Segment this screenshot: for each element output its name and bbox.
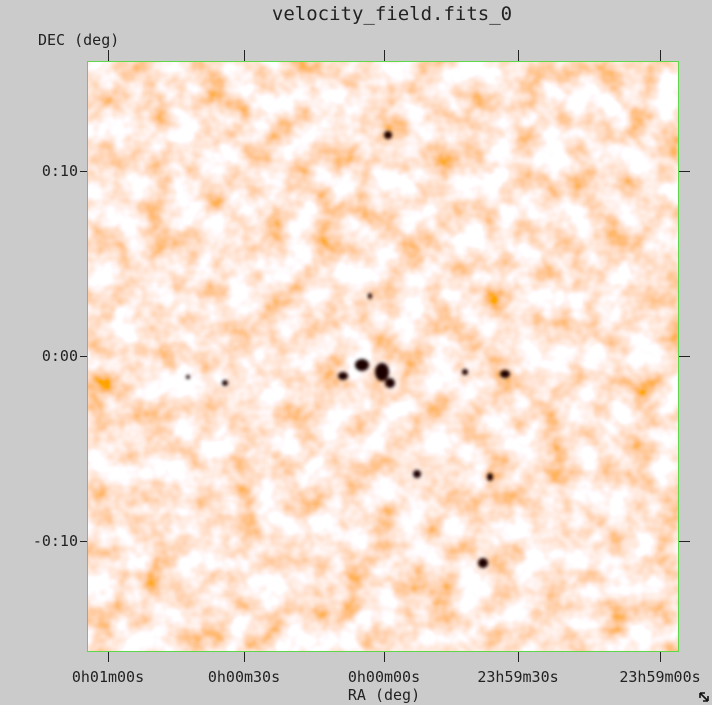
y-axis-label: DEC (deg) [38,31,119,49]
x-tick-label: 23h59m30s [477,668,558,686]
y-tick-label: -0:10 [33,532,78,550]
x-axis-label: RA (deg) [348,686,420,704]
x-tick-label: 0h00m30s [208,668,280,686]
y-tick-label: 0:10 [42,162,78,180]
resize-handle[interactable] [697,690,711,704]
y-tick-label: 0:00 [42,347,78,365]
title: velocity_field.fits_0 [272,3,512,25]
x-tick-label: 0h00m00s [348,668,420,686]
page: velocity_field.fits_0 DEC (deg) 0:10 0:00… [0,0,712,705]
image [87,61,679,652]
x-tick-label: 0h01m00s [72,668,144,686]
image-viewer: velocity_field.fits_0 DEC (deg) 0:10 0:00… [0,0,712,705]
x-tick-label: 23h59m00s [619,668,700,686]
